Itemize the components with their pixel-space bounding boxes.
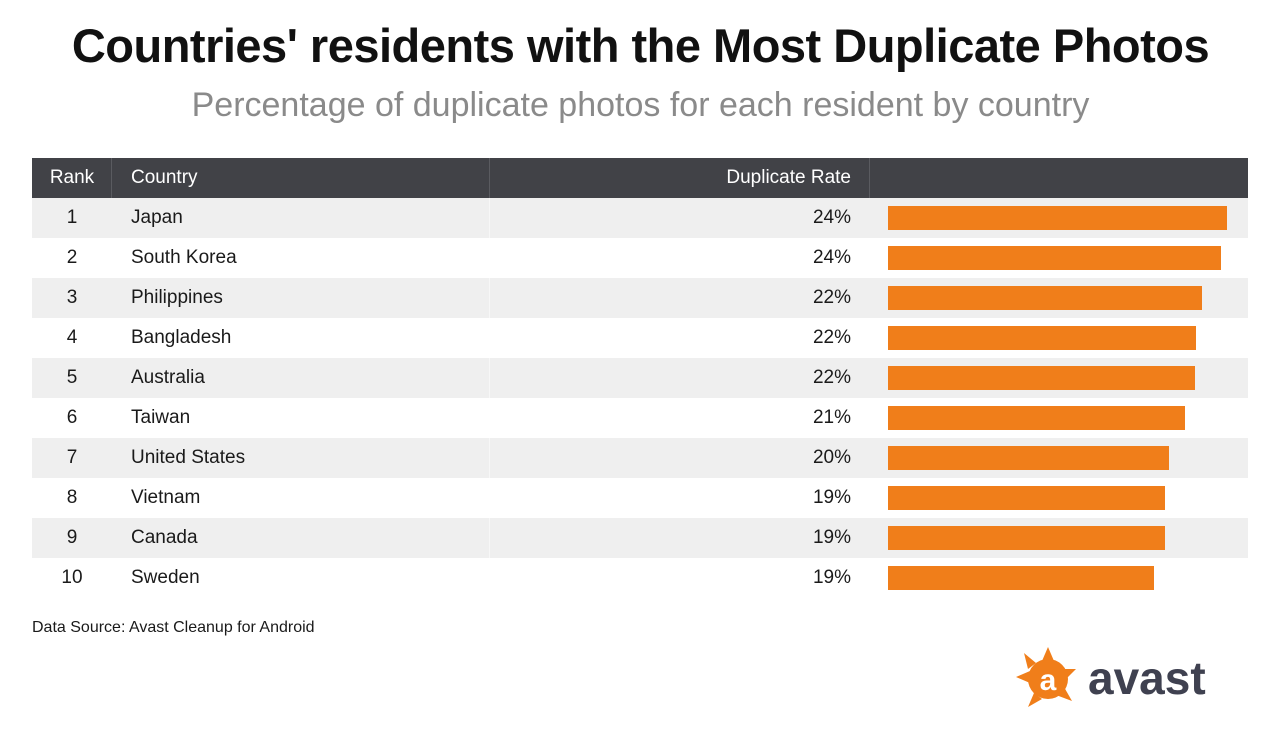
duplicate-rate-cell: 24% <box>812 247 851 268</box>
rank-cell: 1 <box>66 207 78 228</box>
avast-logo-wordmark: avast <box>1088 652 1206 704</box>
header-country: Country <box>131 167 198 188</box>
duplicate-rate-bar <box>888 246 1221 270</box>
column-divider <box>489 238 490 278</box>
column-divider <box>489 438 490 478</box>
duplicate-rate-bar <box>888 366 1195 390</box>
rank-cell: 4 <box>66 327 78 348</box>
duplicate-rate-bar <box>888 206 1227 230</box>
table-row: 1 Japan 24% <box>32 198 1248 238</box>
rank-cell: 5 <box>66 367 78 388</box>
table-row: 5 Australia 22% <box>32 358 1248 398</box>
duplicate-rate-cell: 19% <box>812 527 851 548</box>
header-duplicate-rate: Duplicate Rate <box>726 167 851 188</box>
table-row: 10 Sweden 19% <box>32 558 1248 598</box>
country-cell: Philippines <box>131 287 223 308</box>
rank-cell: 6 <box>66 407 78 428</box>
table-header: Rank Country Duplicate Rate <box>32 158 1248 198</box>
duplicate-rate-cell: 22% <box>812 287 851 308</box>
duplicate-rate-cell: 19% <box>812 567 851 588</box>
rank-cell: 7 <box>66 447 78 468</box>
data-source-note: Data Source: Avast Cleanup for Android <box>32 619 315 636</box>
column-divider <box>489 318 490 358</box>
duplicate-rate-cell: 22% <box>812 367 851 388</box>
table-row: 3 Philippines 22% <box>32 278 1248 318</box>
table-row: 6 Taiwan 21% <box>32 398 1248 438</box>
column-divider <box>489 198 490 238</box>
table-row: 2 South Korea 24% <box>32 238 1248 278</box>
country-cell: Taiwan <box>131 407 191 428</box>
duplicate-rate-bar <box>888 526 1165 550</box>
country-cell: Canada <box>131 527 198 548</box>
country-cell: Sweden <box>131 567 200 588</box>
duplicate-rate-cell: 19% <box>812 487 851 508</box>
header-rank: Rank <box>49 167 95 188</box>
column-divider <box>489 558 490 598</box>
table-body: 1 Japan 24% 2 South Korea 24% 3 Philippines 22% 4… <box>32 198 1248 598</box>
column-divider <box>489 398 490 438</box>
rank-cell: 9 <box>66 527 78 548</box>
avast-logo: a avast <box>1016 647 1206 707</box>
header-separator <box>111 158 112 198</box>
country-cell: Vietnam <box>131 487 201 508</box>
avast-logo-icon: a <box>1016 647 1076 707</box>
duplicate-rate-cell: 24% <box>812 207 851 228</box>
table-row: 9 Canada 19% <box>32 518 1248 558</box>
header-separator <box>869 158 870 198</box>
table-row: 4 Bangladesh 22% <box>32 318 1248 358</box>
duplicate-rate-bar <box>888 406 1185 430</box>
table-row: 8 Vietnam 19% <box>32 478 1248 518</box>
ranking-table: Rank Country Duplicate Rate 1 Japan 24% 2 So… <box>32 158 1248 598</box>
country-cell: United States <box>131 447 246 468</box>
duplicate-rate-cell: 22% <box>812 327 851 348</box>
column-divider <box>489 478 490 518</box>
column-divider <box>489 518 490 558</box>
column-divider <box>489 358 490 398</box>
duplicate-rate-cell: 21% <box>812 407 851 428</box>
duplicate-rate-bar <box>888 446 1169 470</box>
country-cell: Bangladesh <box>131 327 232 348</box>
rank-cell: 10 <box>61 567 83 588</box>
chart-title: Countries' residents with the Most Dupli… <box>71 19 1210 72</box>
duplicate-rate-cell: 20% <box>812 447 851 468</box>
rank-cell: 3 <box>66 287 78 308</box>
duplicate-rate-bar <box>888 486 1165 510</box>
duplicate-rate-bar <box>888 326 1196 350</box>
chart-subtitle: Percentage of duplicate photos for each … <box>191 86 1090 124</box>
rank-cell: 2 <box>66 247 78 268</box>
country-cell: Australia <box>131 367 205 388</box>
duplicate-rate-bar <box>888 566 1154 590</box>
country-cell: South Korea <box>131 247 237 268</box>
country-cell: Japan <box>131 207 183 228</box>
table-row: 7 United States 20% <box>32 438 1248 478</box>
column-divider <box>489 278 490 318</box>
header-separator <box>489 158 490 198</box>
avast-logo-mark: a <box>1040 664 1057 697</box>
rank-cell: 8 <box>66 487 78 508</box>
duplicate-rate-bar <box>888 286 1202 310</box>
